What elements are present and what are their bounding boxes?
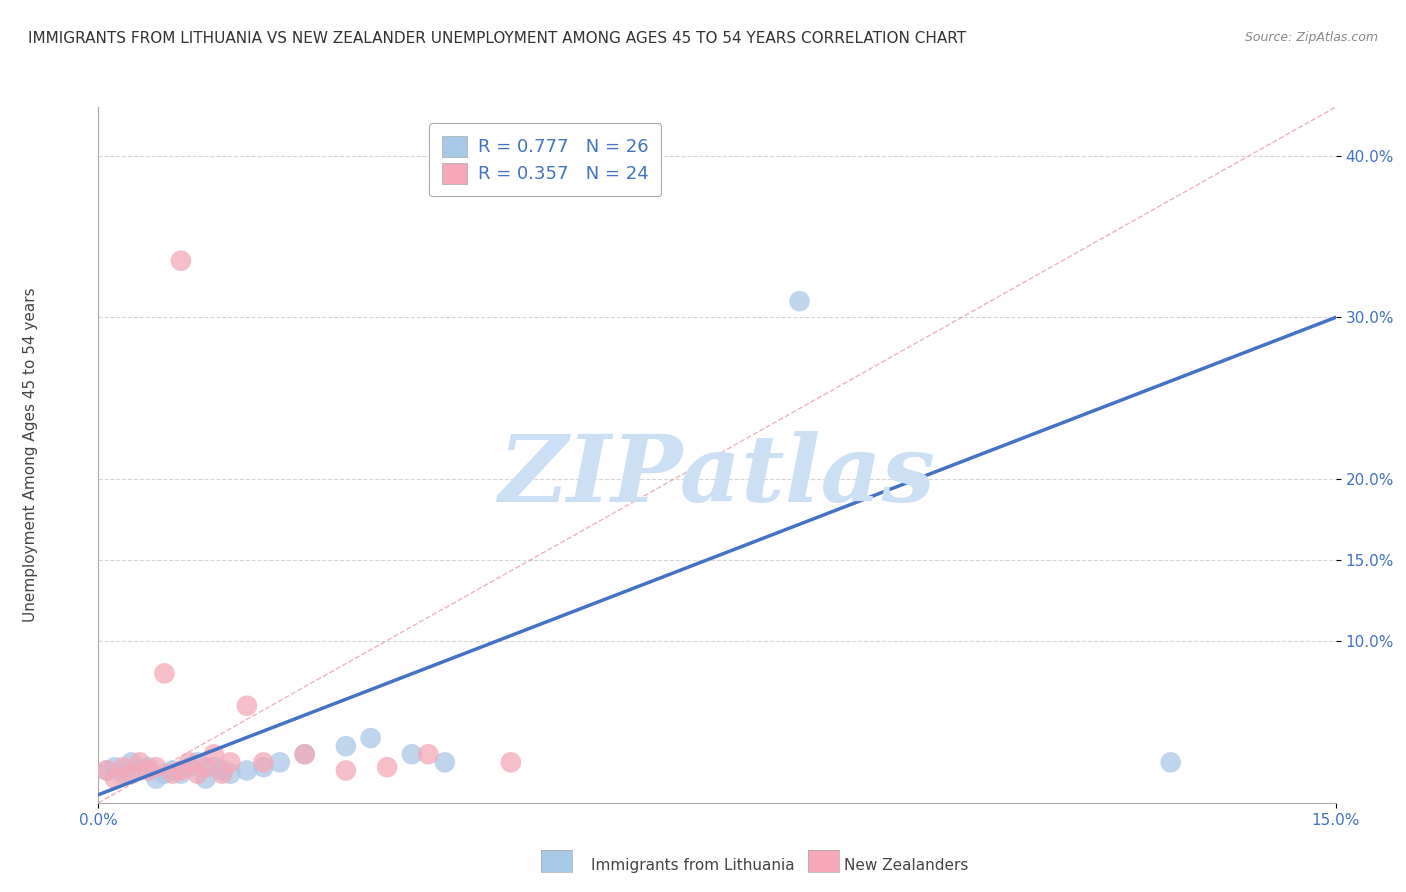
Point	[219, 766, 242, 780]
Point	[136, 764, 159, 778]
Point	[162, 764, 184, 778]
Point	[128, 756, 150, 770]
Point	[211, 766, 233, 780]
Point	[335, 739, 357, 754]
Point	[104, 772, 127, 786]
Point	[162, 766, 184, 780]
Text: Source: ZipAtlas.com: Source: ZipAtlas.com	[1244, 31, 1378, 45]
Point	[96, 764, 118, 778]
Point	[252, 760, 274, 774]
Point	[252, 756, 274, 770]
Point	[153, 666, 176, 681]
Point	[186, 756, 208, 770]
Point	[211, 764, 233, 778]
Point	[120, 756, 142, 770]
Point	[145, 772, 167, 786]
Point	[269, 756, 291, 770]
Point	[179, 760, 201, 774]
Point	[789, 294, 811, 309]
Point	[136, 760, 159, 774]
Point	[120, 766, 142, 780]
Point	[499, 756, 522, 770]
Point	[401, 747, 423, 762]
Point	[433, 756, 456, 770]
Point	[335, 764, 357, 778]
Text: New Zealanders: New Zealanders	[844, 858, 967, 872]
Point	[179, 756, 201, 770]
Point	[170, 766, 193, 780]
Point	[112, 760, 135, 774]
Text: IMMIGRANTS FROM LITHUANIA VS NEW ZEALANDER UNEMPLOYMENT AMONG AGES 45 TO 54 YEAR: IMMIGRANTS FROM LITHUANIA VS NEW ZEALAND…	[28, 31, 966, 46]
Point	[202, 747, 225, 762]
Point	[145, 760, 167, 774]
Point	[170, 253, 193, 268]
Point	[202, 760, 225, 774]
Point	[236, 698, 259, 713]
Point	[153, 766, 176, 780]
Point	[375, 760, 398, 774]
Point	[360, 731, 382, 745]
Point	[236, 764, 259, 778]
Point	[128, 764, 150, 778]
Point	[219, 756, 242, 770]
Legend: R = 0.777   N = 26, R = 0.357   N = 24: R = 0.777 N = 26, R = 0.357 N = 24	[429, 123, 661, 196]
Point	[112, 766, 135, 780]
Point	[104, 760, 127, 774]
Point	[194, 772, 217, 786]
Point	[1160, 756, 1182, 770]
Text: Immigrants from Lithuania: Immigrants from Lithuania	[591, 858, 794, 872]
Point	[170, 764, 193, 778]
Point	[96, 764, 118, 778]
Text: Unemployment Among Ages 45 to 54 years: Unemployment Among Ages 45 to 54 years	[24, 287, 38, 623]
Point	[294, 747, 316, 762]
Point	[294, 747, 316, 762]
Point	[186, 766, 208, 780]
Point	[418, 747, 440, 762]
Text: ZIPatlas: ZIPatlas	[499, 431, 935, 521]
Point	[194, 760, 217, 774]
